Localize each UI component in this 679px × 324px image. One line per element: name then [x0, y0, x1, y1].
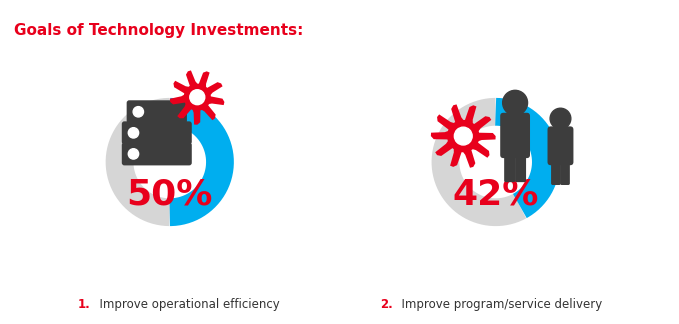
Circle shape	[128, 149, 139, 159]
FancyBboxPatch shape	[500, 113, 530, 158]
Circle shape	[502, 90, 528, 115]
Circle shape	[550, 108, 571, 129]
FancyBboxPatch shape	[560, 162, 570, 185]
FancyBboxPatch shape	[122, 122, 191, 145]
FancyBboxPatch shape	[515, 156, 526, 182]
FancyBboxPatch shape	[504, 156, 515, 182]
Circle shape	[190, 90, 205, 105]
Polygon shape	[170, 70, 225, 125]
Circle shape	[128, 128, 139, 138]
Text: 50%: 50%	[126, 178, 213, 211]
Text: 2.: 2.	[380, 298, 393, 311]
Text: 1.: 1.	[78, 298, 91, 311]
Circle shape	[454, 127, 472, 145]
FancyBboxPatch shape	[547, 126, 574, 165]
FancyBboxPatch shape	[122, 143, 191, 166]
Text: Improve program/service delivery: Improve program/service delivery	[394, 298, 602, 311]
Polygon shape	[431, 104, 496, 168]
FancyBboxPatch shape	[551, 162, 561, 185]
Text: Improve operational efficiency: Improve operational efficiency	[92, 298, 280, 311]
FancyBboxPatch shape	[127, 100, 187, 123]
Circle shape	[133, 107, 143, 117]
Text: Goals of Technology Investments:: Goals of Technology Investments:	[14, 23, 303, 38]
Text: 42%: 42%	[452, 178, 539, 211]
